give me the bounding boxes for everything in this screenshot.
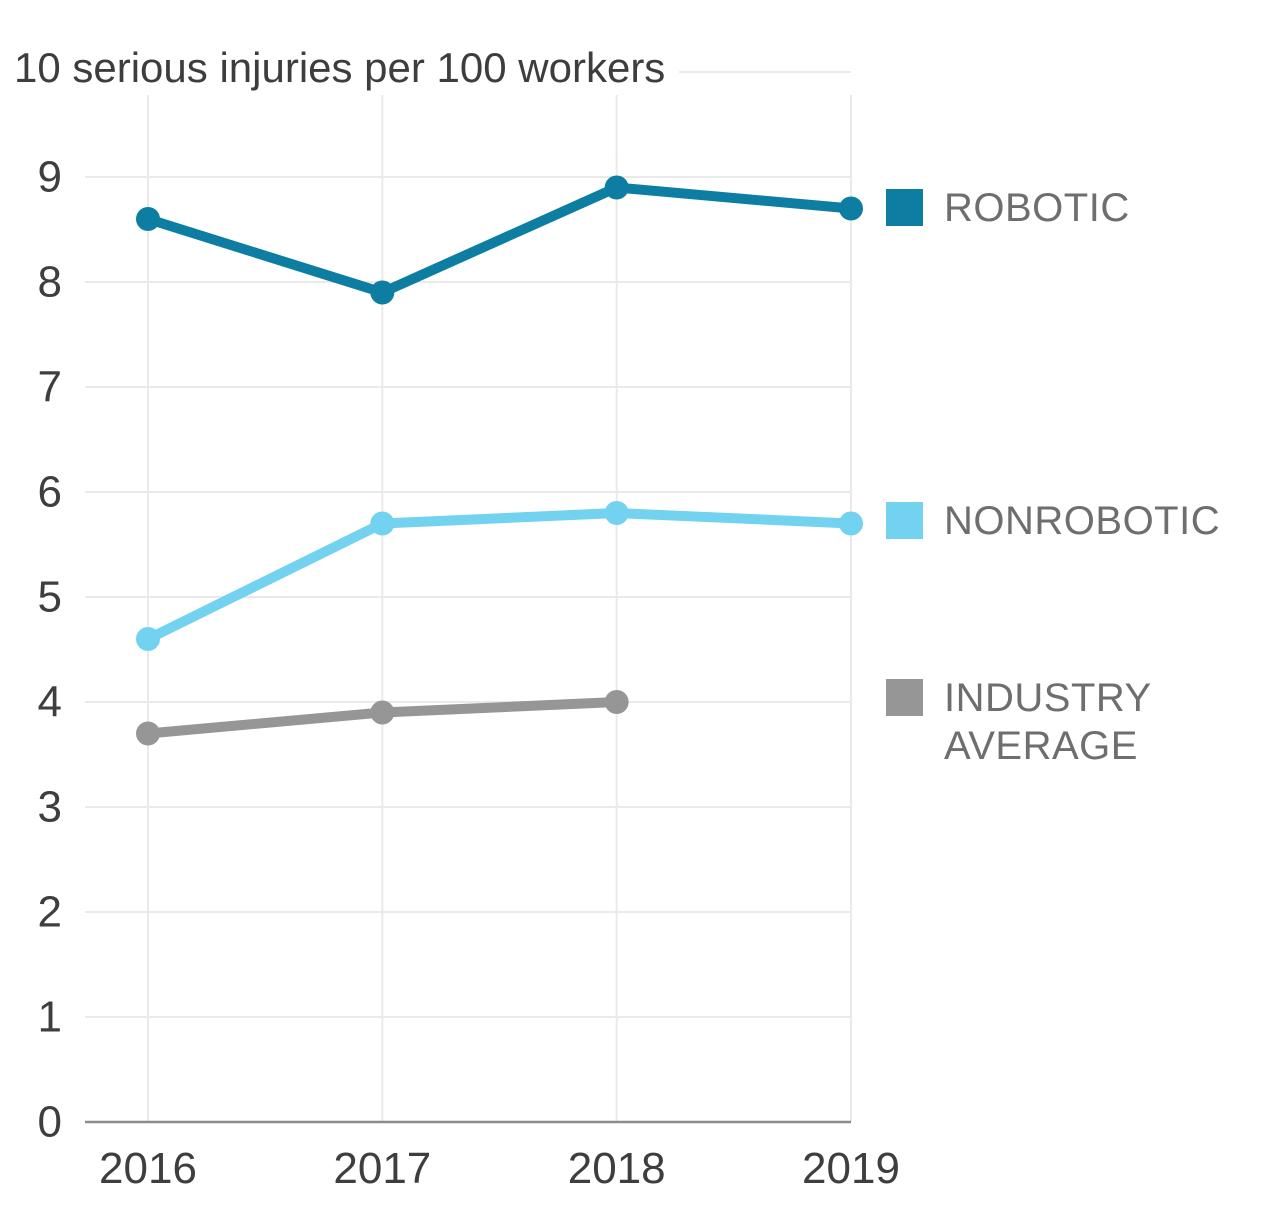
data-point-industry-average [370,700,395,725]
data-point-nonrobotic [370,511,395,536]
series-line-nonrobotic [143,508,856,644]
legend-item-nonrobotic: NONROBOTIC [886,497,1244,545]
nonrobotic-legend-swatch [886,502,923,539]
y-tick-label: 6 [38,468,62,517]
industry-average-legend-swatch [886,679,923,716]
data-point-nonrobotic [604,501,629,525]
y-tick-label: 5 [38,573,62,622]
series-line-robotic [143,182,856,298]
x-tick-label: 2017 [333,1144,431,1193]
y-tick-label: 8 [38,258,62,307]
x-tick-label: 2018 [568,1144,666,1193]
y-tick-label: 9 [38,153,62,202]
y-tick-label: 2 [38,888,62,937]
legend-label-industry-average: INDUSTRY AVERAGE [944,676,1152,768]
legend-label-robotic: ROBOTIC [944,186,1130,230]
x-tick-label: 2016 [99,1144,197,1193]
data-point-robotic [370,280,395,305]
data-point-robotic [604,175,629,200]
data-point-robotic [136,207,160,231]
robotic-legend-swatch [886,189,923,226]
y-tick-label: 0 [38,1098,62,1147]
data-point-industry-average [136,721,160,746]
data-point-industry-average [604,690,629,714]
y-tick-label: 1 [38,993,62,1042]
y-tick-label: 3 [38,783,62,832]
data-point-nonrobotic [839,511,863,536]
data-point-nonrobotic [136,627,160,651]
data-point-robotic [839,196,863,221]
x-tick-label: 2019 [802,1144,900,1193]
y-tick-label: 4 [38,678,62,727]
y-tick-label: 7 [38,363,62,412]
chart-title: 10 serious injuries per 100 workers [14,44,680,92]
legend-item-robotic: ROBOTIC [886,184,1244,232]
legend-label-nonrobotic: NONROBOTIC [944,499,1221,543]
legend-item-industry-average: INDUSTRY AVERAGE [886,674,1244,770]
